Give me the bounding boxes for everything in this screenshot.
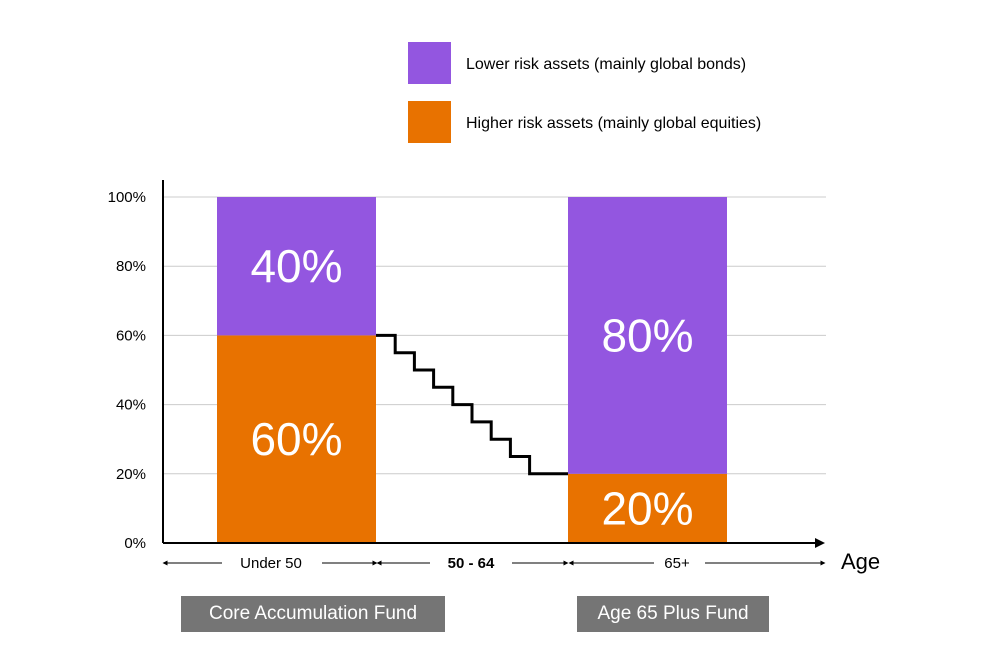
age-65-plus-fund-label: Age 65 Plus Fund <box>577 596 769 632</box>
bar-segment <box>568 197 727 474</box>
y-axis-ticks: 0% 20% 40% 60% 80% 100% <box>108 189 146 552</box>
y-tick-label: 100% <box>108 189 146 206</box>
y-tick-label: 20% <box>116 466 146 483</box>
age-range-50-64: 50 - 64 <box>448 555 495 572</box>
core-accumulation-fund-label: Core Accumulation Fund <box>181 596 445 632</box>
legend-label-lower-risk: Lower risk assets (mainly global bonds) <box>466 56 746 73</box>
y-tick-label: 60% <box>116 327 146 344</box>
legend-swatch-lower-risk <box>408 42 451 84</box>
glide-path-staircase <box>376 333 568 476</box>
bars: 60% 40% 20% 80% <box>217 197 727 543</box>
age-range-65-plus: 65+ <box>664 555 690 572</box>
bar-segment <box>217 335 376 543</box>
bar-segment <box>217 197 376 336</box>
bar-segment <box>568 473 727 543</box>
bar-value-label: 60% <box>250 413 342 465</box>
y-tick-label: 0% <box>124 535 146 552</box>
bar-value-label: 20% <box>601 482 693 534</box>
legend-swatch-higher-risk <box>408 101 451 143</box>
legend-label-higher-risk: Higher risk assets (mainly global equiti… <box>466 115 761 132</box>
age-range-under-50: Under 50 <box>240 555 302 572</box>
bar-value-label: 40% <box>250 240 342 292</box>
x-axis-label: Age <box>841 549 880 574</box>
y-tick-label: 40% <box>116 397 146 414</box>
y-tick-label: 80% <box>116 258 146 275</box>
age-ranges: Under 50 50 - 64 65+ <box>162 555 826 572</box>
bar-value-label: 80% <box>601 309 693 361</box>
legend: Lower risk assets (mainly global bonds) … <box>408 42 761 143</box>
